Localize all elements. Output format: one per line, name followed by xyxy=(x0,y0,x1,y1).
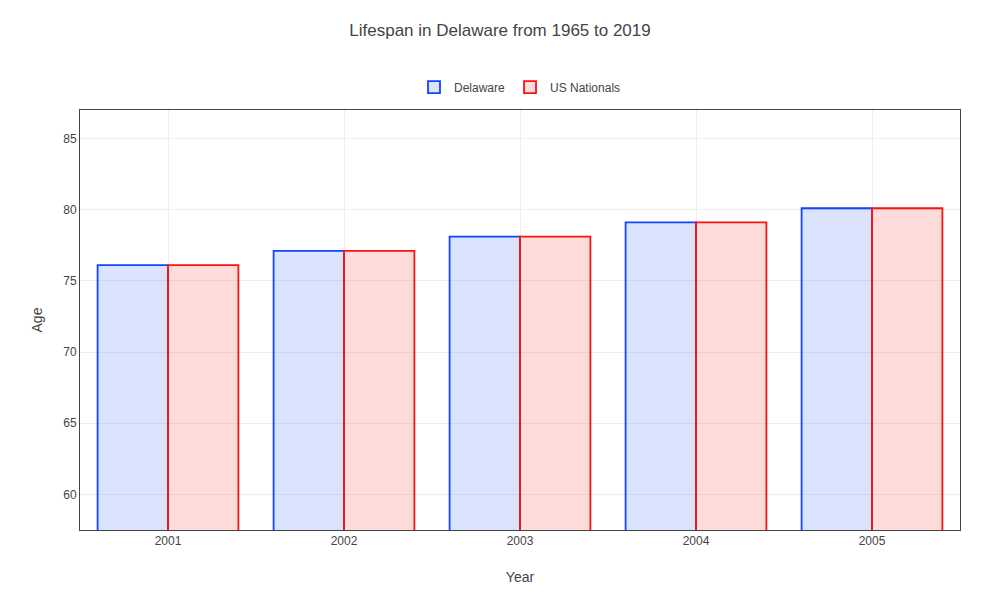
svg-text:2005: 2005 xyxy=(859,534,886,548)
svg-text:US Nationals: US Nationals xyxy=(550,81,620,95)
svg-text:65: 65 xyxy=(63,416,77,430)
svg-text:2003: 2003 xyxy=(507,534,534,548)
svg-text:85: 85 xyxy=(63,132,77,146)
svg-text:Delaware: Delaware xyxy=(454,81,505,95)
svg-text:60: 60 xyxy=(63,488,77,502)
svg-text:2002: 2002 xyxy=(331,534,358,548)
svg-text:80: 80 xyxy=(63,203,77,217)
svg-text:Year: Year xyxy=(506,569,535,585)
svg-text:2001: 2001 xyxy=(155,534,182,548)
svg-text:70: 70 xyxy=(63,345,77,359)
svg-text:75: 75 xyxy=(63,274,77,288)
svg-text:Lifespan in Delaware from 1965: Lifespan in Delaware from 1965 to 2019 xyxy=(349,21,650,40)
svg-text:2004: 2004 xyxy=(683,534,710,548)
svg-text:Age: Age xyxy=(29,307,45,332)
